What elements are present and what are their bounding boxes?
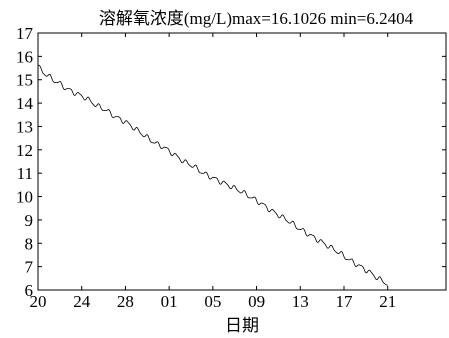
y-tick-label: 8 (25, 234, 34, 253)
y-tick-label: 7 (25, 258, 34, 277)
y-tick-label: 11 (17, 164, 33, 183)
x-axis-label: 日期 (225, 316, 259, 335)
x-tick-label: 13 (292, 292, 309, 311)
x-axis: 20 24 28 01 05 09 13 17 21 (30, 33, 396, 311)
y-tick-label: 10 (16, 188, 33, 207)
y-tick-label: 13 (16, 117, 33, 136)
x-tick-label: 21 (379, 292, 396, 311)
y-tick-label: 15 (16, 71, 33, 90)
x-tick-label: 05 (204, 292, 221, 311)
y-tick-label: 17 (16, 24, 34, 43)
y-tick-label: 9 (25, 211, 34, 230)
y-tick-label: 12 (16, 141, 33, 160)
y-tick-label: 6 (25, 281, 34, 300)
plot-frame (37, 32, 447, 291)
x-tick-label: 17 (336, 292, 354, 311)
chart-title: 溶解氧浓度(mg/L)max=16.1026 min=6.2404 (99, 9, 414, 28)
x-tick-label: 20 (30, 292, 47, 311)
x-tick-label: 01 (161, 292, 178, 311)
series-line-dissolved-oxygen (37, 64, 388, 286)
y-tick-label: 14 (16, 94, 34, 113)
x-tick-label: 09 (248, 292, 265, 311)
x-tick-label: 28 (117, 292, 134, 311)
y-axis: 6 7 8 9 10 11 12 13 14 15 16 17 (16, 24, 446, 300)
x-tick-label: 24 (73, 292, 91, 311)
y-tick-label: 16 (16, 47, 33, 66)
